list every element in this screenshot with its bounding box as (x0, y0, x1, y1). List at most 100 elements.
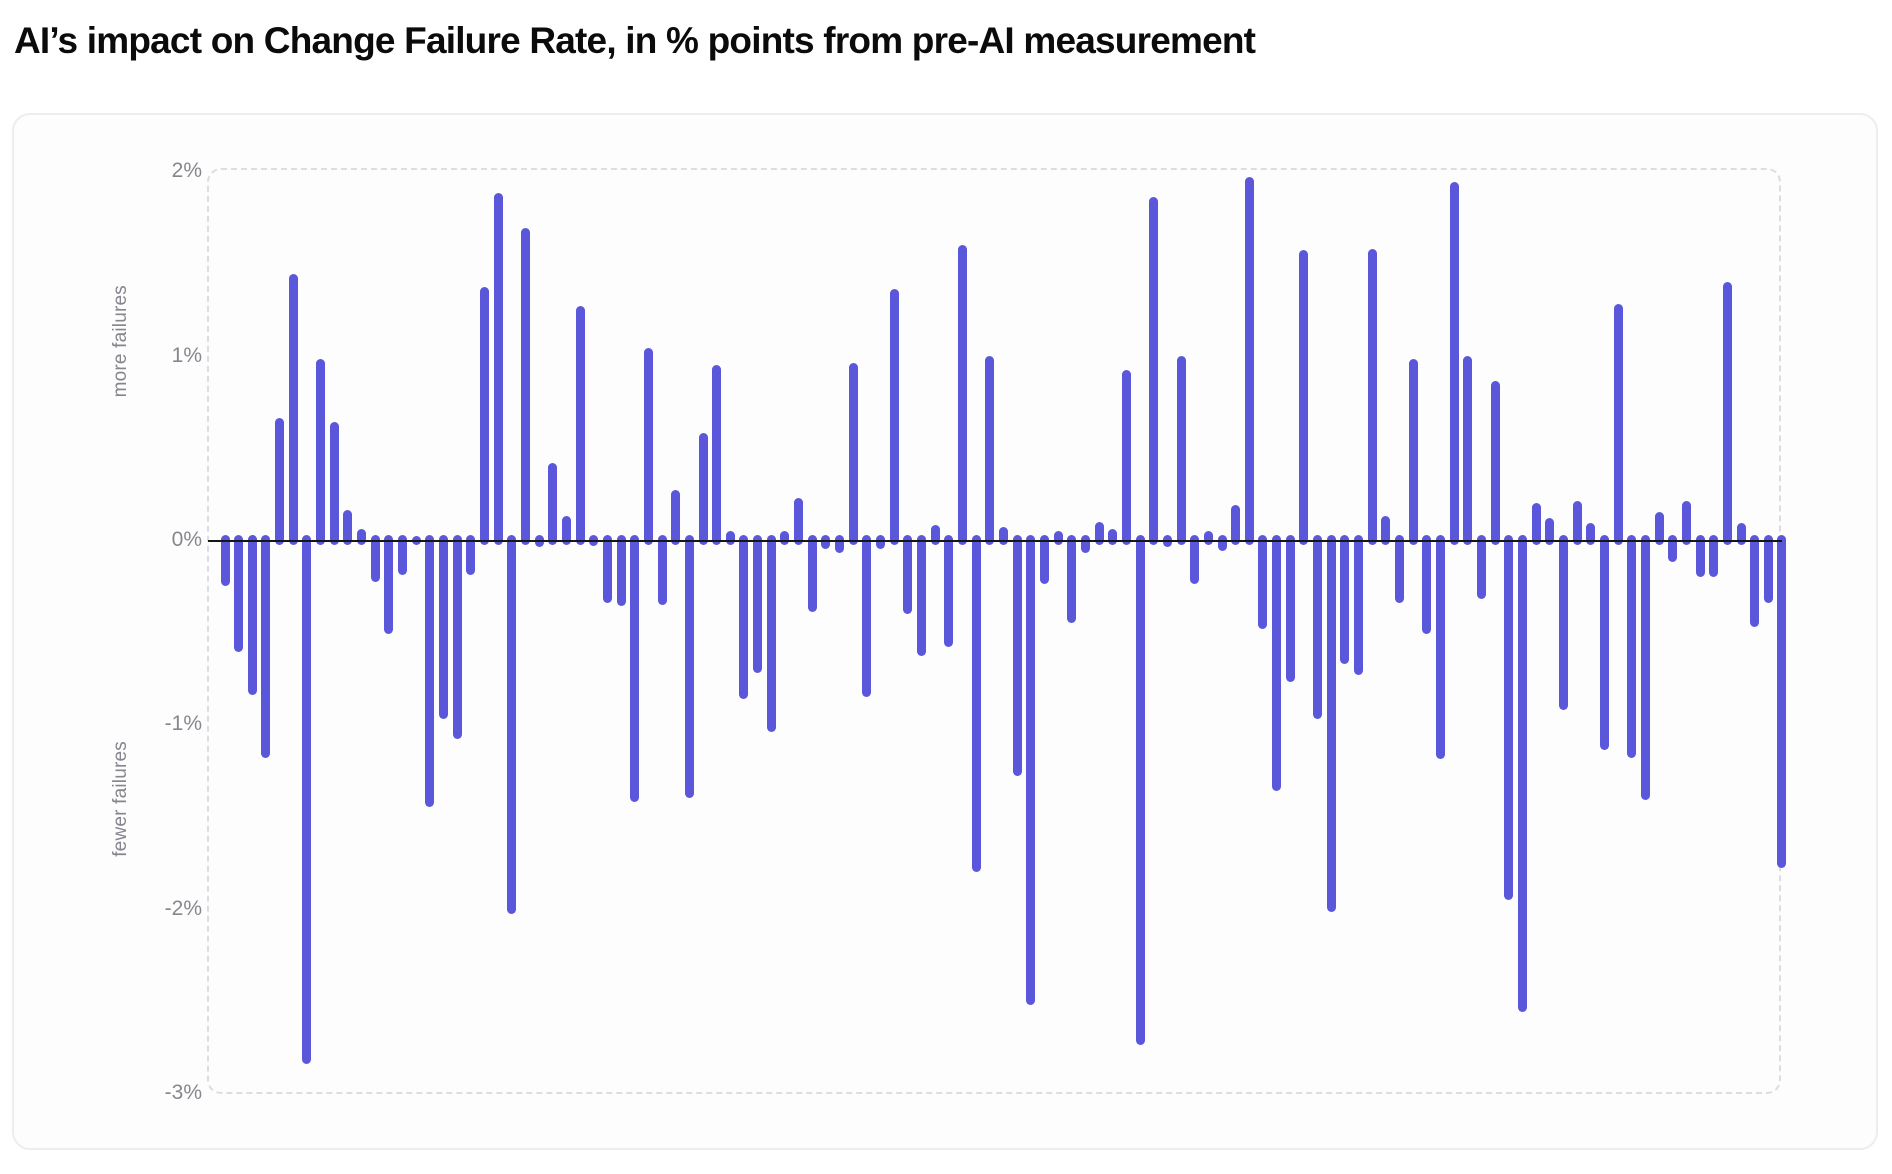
bar (316, 359, 326, 545)
bar (1340, 535, 1350, 664)
bar (794, 497, 804, 545)
bar (1313, 535, 1323, 719)
bar (958, 244, 968, 545)
bar (903, 535, 913, 614)
bar (889, 289, 899, 545)
bar (1709, 535, 1719, 577)
bar (275, 418, 285, 545)
bar (1217, 535, 1227, 552)
bar (1367, 248, 1377, 545)
bar (520, 228, 530, 545)
bar (1722, 281, 1732, 545)
bar (1108, 528, 1118, 545)
bar (930, 525, 940, 545)
bar (1627, 535, 1637, 758)
bar (398, 535, 408, 576)
bar (1545, 517, 1555, 545)
bar (1572, 501, 1582, 545)
bar (1449, 182, 1459, 545)
bar (1613, 303, 1623, 545)
bar (561, 516, 571, 545)
bar (643, 348, 653, 545)
y-tick-label: 2% (171, 159, 202, 183)
bar (876, 535, 886, 550)
bar (452, 535, 462, 740)
bar (1681, 501, 1691, 545)
bar (425, 535, 435, 808)
bar (657, 535, 667, 605)
bar (247, 535, 257, 695)
bar (1244, 176, 1254, 545)
bar (1504, 535, 1514, 900)
bar (343, 510, 353, 545)
bar (384, 535, 394, 635)
bar (466, 535, 476, 576)
y-tick-label: -3% (164, 1081, 202, 1105)
bar (1026, 535, 1036, 1005)
bar (1231, 504, 1241, 545)
bar (917, 535, 927, 657)
y-tick-label: -1% (164, 712, 202, 736)
bar (766, 535, 776, 732)
bar (439, 535, 449, 719)
bar (1149, 197, 1159, 545)
bar (616, 535, 626, 607)
bar (671, 490, 681, 545)
bar (329, 421, 339, 545)
bar (1354, 535, 1364, 675)
bar (780, 530, 790, 545)
bar (1176, 355, 1186, 545)
bar (1763, 535, 1773, 603)
bar (1080, 535, 1090, 553)
bar (739, 535, 749, 699)
bar (998, 527, 1008, 545)
bar (684, 535, 694, 799)
bar (1285, 535, 1295, 682)
bar (1422, 535, 1432, 635)
zero-axis-line (208, 540, 1782, 542)
bar (1135, 535, 1145, 1046)
bar (753, 535, 763, 673)
bar (1558, 535, 1568, 710)
bar (548, 462, 558, 545)
bar (1203, 530, 1213, 545)
bar (507, 535, 517, 915)
bar (848, 362, 858, 545)
bar (1067, 535, 1077, 623)
bar (220, 535, 230, 587)
bar (1436, 535, 1446, 760)
bar (862, 535, 872, 697)
bar (1599, 535, 1609, 751)
bar (1736, 523, 1746, 545)
y-axis-region-label-fewer-failures: fewer failures (110, 741, 131, 857)
bar (357, 528, 367, 545)
bar (288, 274, 298, 545)
bar (985, 355, 995, 545)
bar (630, 535, 640, 802)
bar (1531, 503, 1541, 545)
bar (1039, 535, 1049, 585)
bar (261, 535, 271, 758)
bar (1750, 535, 1760, 627)
bar (1477, 535, 1487, 599)
bar (1490, 381, 1500, 545)
chart-title: AI’s impact on Change Failure Rate, in %… (14, 20, 1256, 61)
y-axis-region-label-more-failures: more failures (110, 285, 131, 398)
bar (1381, 516, 1391, 545)
bar (1053, 530, 1063, 545)
y-tick-label: 1% (171, 343, 202, 367)
bar (698, 433, 708, 545)
bar (1299, 250, 1309, 545)
bar (725, 530, 735, 545)
bar (1395, 535, 1405, 603)
bar (1654, 512, 1664, 545)
bar (1640, 535, 1650, 800)
bar (1094, 521, 1104, 545)
bar (1463, 355, 1473, 545)
bar (370, 535, 380, 583)
bar (1190, 535, 1200, 585)
bar (479, 287, 489, 545)
bar (1668, 535, 1678, 563)
bar (835, 535, 845, 553)
